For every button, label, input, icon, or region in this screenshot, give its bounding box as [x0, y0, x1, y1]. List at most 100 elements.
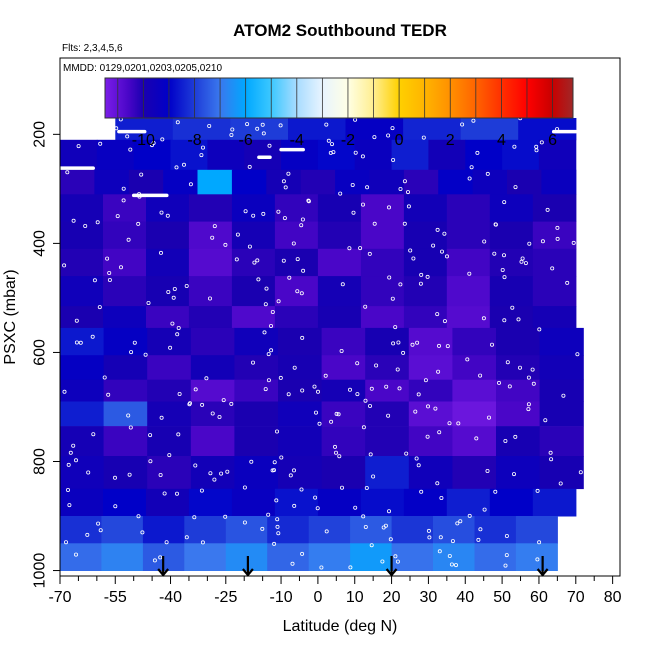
heatmap-cell [60, 543, 102, 571]
sample-point [447, 554, 452, 559]
sample-point [105, 256, 110, 261]
heatmap-cell [60, 516, 102, 544]
sample-point [250, 360, 255, 365]
sample-point [260, 122, 265, 127]
sample-point [558, 481, 563, 486]
sample-point [442, 231, 447, 236]
x-axis: -70 -55 -40 -25 -10 0 10 20 30 40 50 60 70 80 [48, 576, 622, 606]
heatmap-cell [408, 456, 453, 490]
heatmap-cell [103, 276, 147, 307]
sample-point [313, 495, 318, 500]
sample-point [132, 340, 137, 345]
sample-point [315, 389, 320, 394]
sample-point [510, 305, 515, 310]
heatmap-cell [274, 221, 319, 250]
sample-point [416, 463, 421, 468]
sample-point [162, 491, 167, 496]
sample-point [489, 342, 494, 347]
sample-point [413, 409, 418, 414]
sample-point [171, 295, 176, 300]
sample-point [437, 430, 442, 435]
sample-point [469, 165, 474, 170]
heatmap-cell [234, 426, 279, 457]
sample-point [384, 384, 389, 389]
heatmap-cell [360, 248, 405, 277]
heatmap-cell [103, 306, 147, 329]
sample-point [210, 235, 215, 240]
heatmap-cell [354, 139, 393, 171]
x-tick-label: 40 [456, 589, 474, 606]
sample-point [338, 191, 343, 196]
sample-point [367, 251, 372, 256]
sample-point [266, 352, 271, 357]
heatmap-cell [190, 426, 235, 457]
sample-point [561, 393, 566, 398]
heatmap-cell [60, 355, 105, 381]
sample-point [433, 406, 438, 411]
sample-point [502, 318, 507, 323]
sample-point [410, 342, 415, 347]
sample-point [76, 144, 81, 149]
heatmap-cell [489, 248, 534, 277]
sample-point [68, 450, 73, 455]
sample-point [531, 381, 536, 386]
heatmap-cell [391, 139, 429, 171]
sample-point [505, 360, 510, 365]
sample-point [578, 470, 583, 475]
sample-point [221, 398, 226, 403]
sample-point [460, 122, 465, 127]
sample-point [540, 239, 545, 244]
heatmap-cell [408, 426, 453, 457]
sample-point [188, 182, 193, 187]
heatmap-cell [115, 118, 174, 141]
heatmap-cell [365, 327, 410, 356]
sample-point [390, 296, 395, 301]
sample-point [212, 224, 217, 229]
heatmap-cell [133, 139, 172, 171]
heatmap-cell [365, 379, 410, 402]
sample-point [324, 122, 329, 127]
sample-point [416, 392, 421, 397]
sample-point [386, 205, 391, 210]
sample-point [272, 460, 277, 465]
colorbar-tick-label: -4 [290, 132, 304, 149]
sample-point [351, 210, 356, 215]
colorbar-tick-label: 4 [497, 132, 506, 149]
sample-point [388, 537, 393, 542]
heatmap-cell [335, 169, 371, 195]
x-tick-label: 80 [604, 589, 622, 606]
heatmap-cell [274, 194, 319, 222]
sample-point [555, 236, 560, 241]
heatmap-cell [369, 169, 405, 195]
sample-point [391, 157, 396, 162]
sample-point [266, 512, 271, 517]
heatmap-cell [465, 139, 503, 171]
sample-point [299, 223, 304, 228]
x-tick-label: 0 [313, 589, 322, 606]
sample-point [482, 239, 487, 244]
profile-arrows [157, 556, 549, 577]
sample-point [71, 218, 76, 223]
heatmap-cell [146, 488, 190, 517]
sample-point [193, 387, 198, 392]
sample-point [113, 475, 118, 480]
sample-point [371, 474, 376, 479]
sample-point [358, 246, 363, 251]
heatmap-cell [317, 194, 362, 222]
heatmap-cell [532, 248, 577, 277]
sample-point [172, 286, 177, 291]
sample-point [482, 507, 487, 512]
sample-point [83, 223, 88, 228]
heatmap-cell [532, 488, 577, 517]
heatmap-cell [60, 306, 104, 329]
sample-point [291, 468, 296, 473]
sample-point [363, 398, 368, 403]
sample-point [300, 551, 305, 556]
sample-point [401, 350, 406, 355]
sample-point [329, 142, 334, 147]
sample-point [504, 553, 509, 558]
heatmap-cell [267, 543, 310, 571]
heatmap-cell [146, 194, 190, 222]
sample-point [74, 318, 79, 323]
heatmap-cell [428, 139, 466, 171]
